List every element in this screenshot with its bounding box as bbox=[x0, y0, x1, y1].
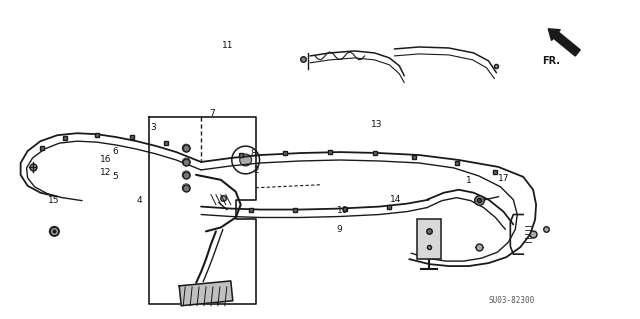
Circle shape bbox=[240, 154, 252, 166]
Bar bbox=[417, 219, 441, 259]
Text: 15: 15 bbox=[48, 196, 60, 205]
Text: 1: 1 bbox=[466, 175, 472, 185]
Text: 13: 13 bbox=[371, 120, 383, 129]
Text: 11: 11 bbox=[222, 41, 234, 50]
Text: 10: 10 bbox=[337, 206, 348, 215]
Text: 7: 7 bbox=[209, 109, 215, 118]
Text: 12: 12 bbox=[100, 168, 111, 177]
Text: FR.: FR. bbox=[542, 56, 560, 66]
Text: 2: 2 bbox=[253, 166, 259, 175]
FancyArrow shape bbox=[548, 29, 580, 56]
Text: 4: 4 bbox=[136, 196, 142, 205]
Text: 5: 5 bbox=[112, 172, 118, 182]
Text: 14: 14 bbox=[390, 195, 402, 204]
Text: 16: 16 bbox=[100, 155, 111, 164]
Text: 8: 8 bbox=[250, 149, 256, 158]
Text: 6: 6 bbox=[112, 147, 118, 156]
Text: 3: 3 bbox=[150, 123, 156, 132]
Text: 9: 9 bbox=[336, 225, 342, 234]
Polygon shape bbox=[179, 281, 233, 306]
Text: SU03-82300: SU03-82300 bbox=[488, 296, 535, 305]
Text: 17: 17 bbox=[498, 174, 509, 183]
